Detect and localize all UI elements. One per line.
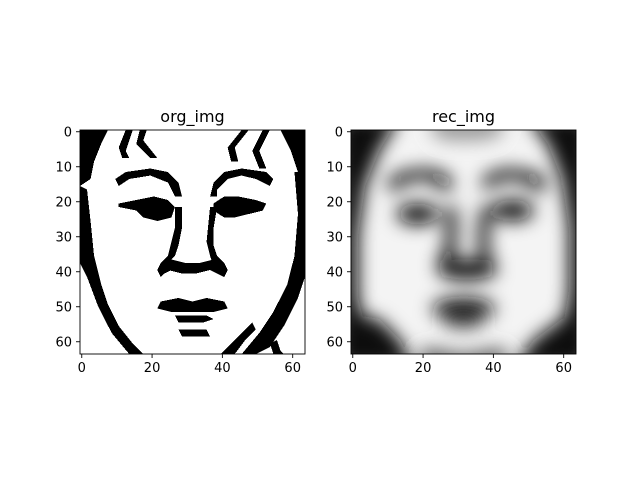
- panel-title: org_img: [160, 107, 224, 127]
- y-tick-label: 0: [64, 125, 72, 140]
- y-axis: 0 10 20 30 40 50 60: [326, 125, 351, 350]
- x-tick-label: 0: [349, 361, 357, 376]
- y-tick-label: 0: [335, 125, 343, 140]
- org-image: [80, 130, 305, 354]
- y-tick-label: 10: [55, 160, 72, 175]
- x-tick-label: 60: [555, 361, 572, 376]
- x-tick-label: 40: [214, 361, 231, 376]
- org-img-panel: org_img: [55, 107, 306, 376]
- rec-image: [351, 130, 576, 354]
- y-tick-label: 50: [55, 300, 72, 315]
- y-tick-label: 40: [55, 265, 72, 280]
- x-tick-label: 60: [284, 361, 301, 376]
- y-tick-label: 40: [326, 265, 343, 280]
- axes-frame: [350, 129, 577, 355]
- y-tick-label: 30: [326, 230, 343, 245]
- y-tick-label: 60: [326, 335, 343, 350]
- y-tick-label: 20: [326, 195, 343, 210]
- axes-frame: [79, 129, 306, 355]
- y-tick-label: 20: [55, 195, 72, 210]
- x-axis: 0 20 40 60: [78, 354, 301, 376]
- y-tick-label: 10: [326, 160, 343, 175]
- x-tick-label: 0: [78, 361, 86, 376]
- x-tick-label: 20: [144, 361, 161, 376]
- y-axis: 0 10 20 30 40 50 60: [55, 125, 80, 350]
- x-axis: 0 20 40 60: [349, 354, 572, 376]
- panel-title: rec_img: [432, 107, 495, 127]
- y-tick-label: 60: [55, 335, 72, 350]
- y-tick-label: 50: [326, 300, 343, 315]
- y-tick-label: 30: [55, 230, 72, 245]
- x-tick-label: 20: [415, 361, 432, 376]
- rec-img-panel: rec_img: [326, 107, 577, 376]
- x-tick-label: 40: [485, 361, 502, 376]
